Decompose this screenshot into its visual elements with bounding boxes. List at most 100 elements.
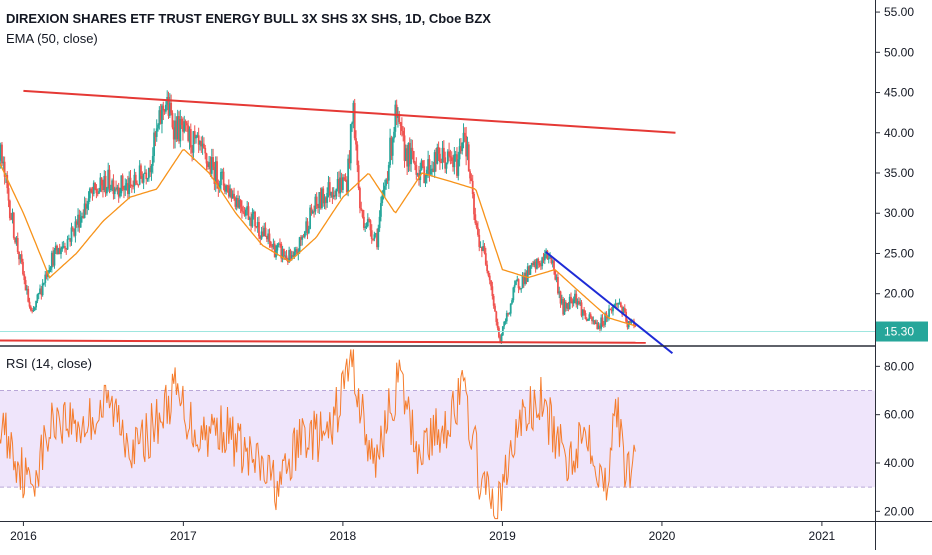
candle-body bbox=[483, 246, 486, 254]
candle-body bbox=[125, 183, 128, 186]
candle-body bbox=[50, 252, 53, 268]
candle-body bbox=[180, 118, 183, 126]
candle-body bbox=[380, 203, 382, 217]
candle-body bbox=[596, 322, 599, 330]
candle-body bbox=[542, 257, 545, 261]
time-axis-label: 2020 bbox=[649, 529, 676, 543]
candle-body bbox=[178, 116, 180, 142]
candle-body bbox=[151, 156, 154, 166]
candle-body bbox=[390, 137, 393, 156]
candle-body bbox=[534, 261, 537, 269]
candle-body bbox=[344, 179, 347, 181]
candle-body bbox=[357, 165, 360, 189]
candle-body bbox=[313, 211, 315, 213]
candle-body bbox=[19, 254, 22, 260]
candle-body bbox=[381, 195, 384, 204]
candle-body bbox=[259, 236, 262, 239]
candle-body bbox=[452, 160, 454, 168]
rsi-legend[interactable]: RSI (14, close) bbox=[6, 356, 92, 371]
candle-body bbox=[315, 196, 318, 206]
candle-body bbox=[345, 179, 348, 193]
candle-body bbox=[359, 188, 361, 209]
candle-body bbox=[7, 188, 10, 201]
candle-body bbox=[123, 189, 125, 191]
candle-body bbox=[432, 168, 435, 173]
candle-body bbox=[394, 104, 397, 132]
candle-body bbox=[549, 256, 551, 259]
candle-body bbox=[453, 154, 456, 168]
candle-body bbox=[577, 301, 580, 305]
candle-body bbox=[369, 220, 372, 231]
candle-body bbox=[343, 177, 346, 180]
candle-body bbox=[319, 192, 322, 208]
candle-body bbox=[459, 146, 462, 152]
candle-body bbox=[448, 151, 450, 157]
candle-body bbox=[200, 141, 203, 147]
candle-body bbox=[64, 246, 66, 249]
candle-body bbox=[276, 244, 279, 251]
candle-body bbox=[421, 160, 424, 167]
candle-body bbox=[255, 226, 258, 228]
time-axis-label: 2016 bbox=[10, 529, 37, 543]
candle-body bbox=[102, 185, 104, 190]
candle-body bbox=[330, 192, 332, 196]
candle-body bbox=[331, 192, 334, 198]
candle-body bbox=[366, 219, 369, 227]
candle-body bbox=[300, 237, 302, 240]
candle-body bbox=[302, 236, 305, 238]
candle-body bbox=[40, 288, 43, 296]
price-axis[interactable]: 20.00 25.00 30.00 35.00 40.00 45.00 50.00 55.00 bbox=[875, 5, 914, 301]
candle-body bbox=[43, 282, 45, 284]
candle-body bbox=[92, 182, 95, 194]
candle-body bbox=[41, 283, 44, 296]
candle-body bbox=[174, 120, 176, 140]
candle-body bbox=[246, 206, 249, 210]
candle-body bbox=[423, 166, 426, 184]
time-axis[interactable]: 2016 2017 2018 2019 2020 2021 bbox=[10, 521, 836, 543]
candle-body bbox=[621, 306, 624, 315]
candle-body bbox=[282, 248, 285, 257]
candle-body bbox=[364, 226, 367, 228]
candle-body bbox=[85, 203, 87, 209]
candle-body bbox=[12, 212, 15, 238]
candle-body bbox=[558, 291, 561, 294]
candle-body bbox=[52, 252, 55, 266]
candle-body bbox=[385, 179, 388, 186]
candle-body bbox=[494, 305, 496, 312]
candle-body bbox=[237, 197, 239, 208]
candle-body bbox=[285, 255, 288, 260]
candle-body bbox=[144, 172, 146, 174]
candle-body bbox=[37, 293, 40, 295]
candle-body bbox=[70, 227, 73, 242]
candle-body bbox=[182, 125, 184, 132]
candle-body bbox=[508, 313, 511, 315]
candle-body bbox=[412, 151, 415, 163]
candle-body bbox=[530, 263, 533, 266]
rsi-axis[interactable]: 20.00 40.00 60.00 80.00 bbox=[875, 359, 914, 518]
candle-body bbox=[347, 158, 350, 193]
candle-body bbox=[162, 105, 165, 110]
candle-body bbox=[113, 188, 116, 195]
candle-body bbox=[311, 211, 314, 214]
candle-body bbox=[27, 288, 30, 302]
candle-body bbox=[164, 104, 167, 112]
candle-body bbox=[239, 199, 242, 207]
ema-legend[interactable]: EMA (50, close) bbox=[6, 31, 98, 46]
candle-body bbox=[45, 274, 48, 277]
candle-body bbox=[595, 322, 597, 325]
candle-body bbox=[260, 231, 263, 239]
candle-body bbox=[395, 104, 398, 118]
candle-body bbox=[387, 165, 390, 181]
candle-body bbox=[154, 132, 157, 137]
candle-body bbox=[150, 165, 153, 173]
candle-body bbox=[121, 175, 124, 190]
candle-body bbox=[601, 317, 604, 325]
candle-body bbox=[218, 185, 221, 189]
candle-body bbox=[512, 287, 515, 301]
candle-body bbox=[431, 168, 433, 170]
candle-body bbox=[124, 185, 127, 191]
candle-body bbox=[296, 249, 298, 255]
candle-body bbox=[1, 144, 3, 164]
candle-body bbox=[463, 132, 466, 136]
